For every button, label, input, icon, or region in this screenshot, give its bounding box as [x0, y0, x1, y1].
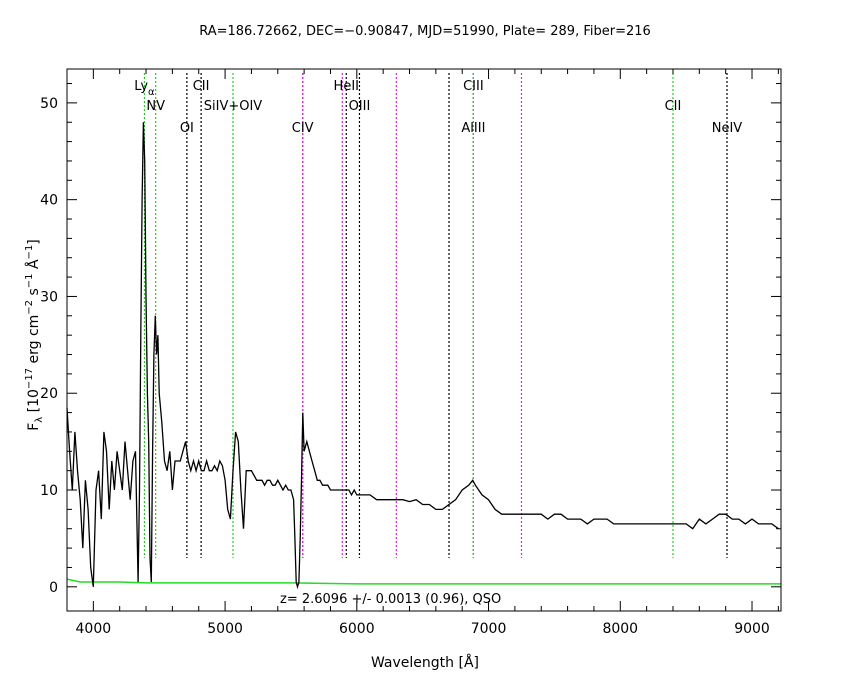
y-axis-ticks: 0 10 20 30 40 50	[40, 83, 781, 596]
redshift-annotation: z= 2.6096 +/- 0.0013 (0.96), QSO	[280, 592, 501, 607]
x-tick-label: 4000	[76, 621, 112, 637]
spectral-line-label: CII	[665, 99, 682, 114]
y-tick-label: 0	[49, 580, 58, 596]
spectral-line-label: NeIV	[712, 121, 743, 136]
x-tick-label: 8000	[602, 621, 638, 637]
y-tick-label: 40	[40, 193, 58, 209]
y-axis-label: Fλ [10−17 erg cm−2 s−1 Å−1]	[24, 239, 45, 431]
spectral-line-label: OIII	[349, 99, 371, 114]
x-axis-label: Wavelength [Å]	[371, 654, 479, 671]
x-tick-label: 7000	[471, 621, 507, 637]
plot-frame	[66, 68, 782, 612]
spectral-line-label: HeII	[334, 79, 359, 94]
error-series-line	[66, 578, 781, 585]
y-tick-label: 50	[40, 96, 58, 112]
spectral-line-label: CIV	[292, 121, 314, 136]
x-tick-label: 5000	[207, 621, 243, 637]
x-tick-label: 6000	[339, 621, 375, 637]
y-tick-label: 10	[40, 483, 58, 499]
x-axis-ticks: 4000 5000 6000 7000 8000 9000	[76, 69, 779, 637]
chart-title: RA=186.72662, DEC=−0.90847, MJD=51990, P…	[199, 24, 651, 39]
spectral-line-label: NV	[146, 99, 165, 114]
y-tick-label: 20	[40, 386, 58, 402]
spectral-line-label: CIII	[463, 79, 484, 94]
spectral-line-label: AlIII	[461, 121, 485, 136]
spectral-line-label: CII	[193, 79, 210, 94]
flux-series-line	[66, 122, 779, 590]
spectral-line-label: OI	[180, 121, 194, 136]
spectral-line-label: Lyα	[134, 79, 155, 98]
spectral-line-markers	[143, 73, 728, 558]
x-tick-label: 9000	[734, 621, 770, 637]
spectral-line-label: SiIV+OIV	[204, 99, 263, 114]
y-tick-label: 30	[40, 289, 58, 305]
